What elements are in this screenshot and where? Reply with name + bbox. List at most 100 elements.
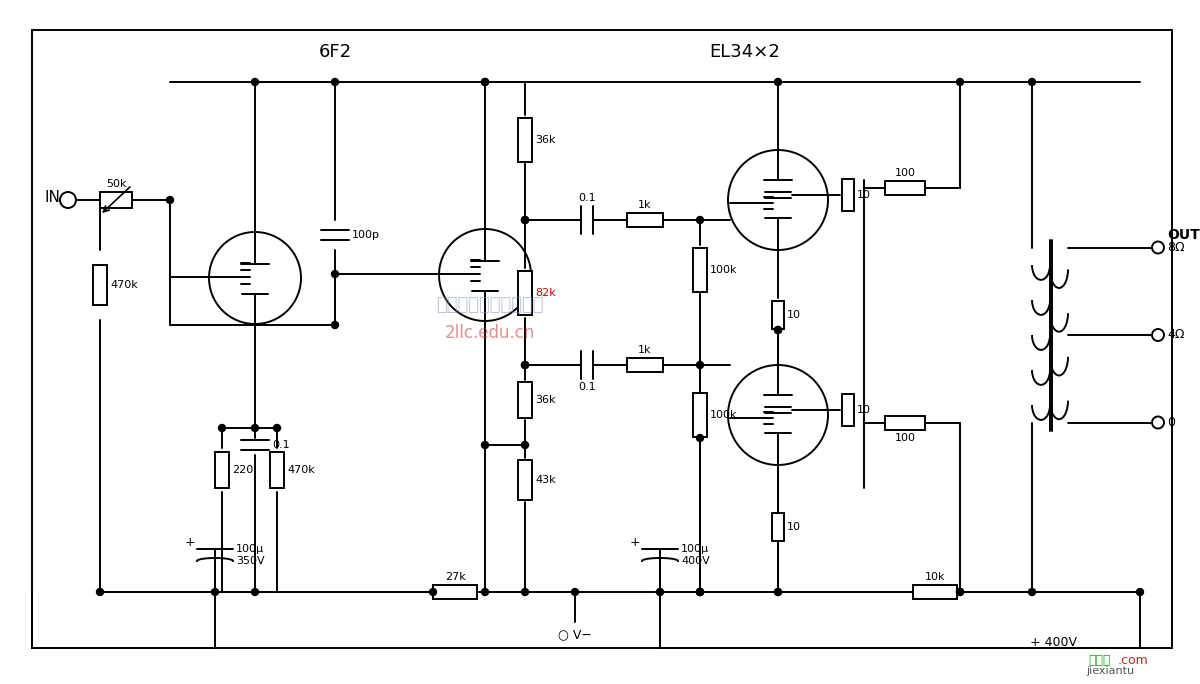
Text: 1k: 1k	[638, 200, 652, 210]
Circle shape	[774, 326, 781, 334]
Circle shape	[696, 588, 703, 596]
Text: 0.1: 0.1	[578, 382, 596, 392]
Circle shape	[481, 441, 488, 449]
Bar	[518, 460, 532, 500]
Circle shape	[331, 79, 338, 86]
Circle shape	[956, 588, 964, 596]
Text: 2llc.edu.cn: 2llc.edu.cn	[445, 324, 535, 342]
Text: 100k: 100k	[710, 265, 738, 275]
Bar	[628, 358, 662, 372]
Text: IN: IN	[44, 189, 60, 205]
Circle shape	[252, 425, 258, 432]
Bar	[518, 382, 532, 418]
Text: 6F2: 6F2	[318, 43, 352, 61]
Bar	[772, 301, 784, 329]
Circle shape	[571, 588, 578, 596]
Circle shape	[60, 192, 76, 208]
Circle shape	[1028, 588, 1036, 596]
Bar	[518, 118, 532, 162]
Circle shape	[522, 588, 528, 596]
Text: 36k: 36k	[535, 395, 556, 405]
Circle shape	[211, 588, 218, 596]
Circle shape	[522, 362, 528, 369]
Circle shape	[274, 425, 281, 432]
Text: 100p: 100p	[352, 230, 380, 240]
Circle shape	[522, 217, 528, 224]
Circle shape	[522, 362, 528, 369]
Text: 8Ω: 8Ω	[1166, 241, 1184, 254]
Circle shape	[481, 79, 488, 86]
Bar	[694, 393, 707, 437]
Text: 杭州柠富科技有限公司: 杭州柠富科技有限公司	[437, 296, 544, 314]
Bar	[518, 271, 532, 315]
Circle shape	[696, 434, 703, 441]
Circle shape	[1152, 329, 1164, 341]
Text: .com: .com	[1118, 653, 1148, 666]
Circle shape	[774, 79, 781, 86]
Circle shape	[696, 588, 703, 596]
Circle shape	[522, 217, 528, 224]
Text: 100k: 100k	[710, 410, 738, 420]
Text: 220: 220	[232, 465, 253, 475]
Text: 27k: 27k	[445, 572, 466, 582]
Circle shape	[331, 321, 338, 328]
Circle shape	[956, 79, 964, 86]
Text: 470k: 470k	[110, 280, 138, 290]
Text: 100μ: 100μ	[682, 544, 709, 554]
Text: 10k: 10k	[925, 572, 946, 582]
Text: EL34×2: EL34×2	[709, 43, 780, 61]
Text: +: +	[185, 536, 194, 549]
Circle shape	[1152, 417, 1164, 428]
Text: 350V: 350V	[236, 556, 265, 566]
Circle shape	[696, 217, 703, 224]
Circle shape	[728, 365, 828, 465]
Circle shape	[1152, 241, 1164, 254]
Text: 0: 0	[1166, 416, 1175, 429]
Text: 43k: 43k	[535, 475, 556, 485]
Text: 470k: 470k	[287, 465, 314, 475]
Text: 10: 10	[857, 405, 871, 415]
Text: 10: 10	[787, 522, 802, 532]
Text: 50k: 50k	[106, 179, 126, 189]
Text: 0.1: 0.1	[272, 440, 289, 450]
Bar	[694, 248, 707, 292]
Text: 400V: 400V	[682, 556, 709, 566]
Bar	[215, 452, 229, 488]
Circle shape	[522, 441, 528, 449]
Circle shape	[209, 232, 301, 324]
Text: 0.1: 0.1	[578, 193, 596, 203]
Circle shape	[252, 79, 258, 86]
Circle shape	[331, 270, 338, 278]
Bar	[886, 416, 925, 430]
Circle shape	[656, 588, 664, 596]
Circle shape	[956, 588, 964, 596]
Circle shape	[481, 79, 488, 86]
Text: OUT: OUT	[1166, 228, 1200, 242]
Circle shape	[430, 588, 437, 596]
Text: 100μ: 100μ	[236, 544, 264, 554]
Text: 1k: 1k	[638, 345, 652, 355]
Text: jiexiantu: jiexiantu	[1086, 666, 1134, 676]
Text: 100: 100	[894, 168, 916, 178]
Circle shape	[252, 588, 258, 596]
Bar	[886, 181, 925, 195]
Circle shape	[481, 588, 488, 596]
Bar	[94, 265, 107, 305]
Text: ○ V−: ○ V−	[558, 629, 592, 642]
Circle shape	[774, 588, 781, 596]
Bar	[100, 192, 132, 208]
Text: 36k: 36k	[535, 135, 556, 145]
Text: 4Ω: 4Ω	[1166, 328, 1184, 341]
Circle shape	[1136, 588, 1144, 596]
Text: 82k: 82k	[535, 288, 556, 298]
Bar	[842, 179, 854, 211]
Circle shape	[728, 150, 828, 250]
Circle shape	[96, 588, 103, 596]
Bar	[772, 513, 784, 541]
Circle shape	[167, 196, 174, 204]
Circle shape	[774, 588, 781, 596]
Text: 接线图: 接线图	[1088, 653, 1110, 666]
Bar	[270, 452, 284, 488]
Circle shape	[696, 588, 703, 596]
Bar	[913, 585, 958, 599]
